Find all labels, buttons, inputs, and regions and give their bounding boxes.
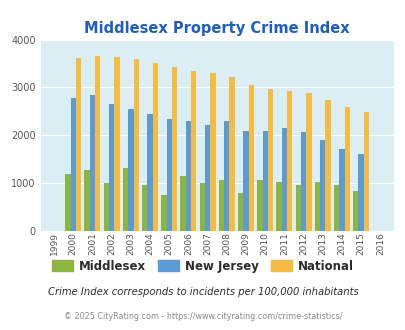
- Bar: [152, 63, 158, 231]
- Bar: [305, 93, 311, 231]
- Bar: [344, 107, 349, 231]
- Bar: [199, 183, 205, 231]
- Bar: [363, 112, 368, 231]
- Bar: [267, 89, 273, 231]
- Bar: [286, 91, 292, 231]
- Bar: [333, 185, 339, 231]
- Bar: [109, 104, 114, 231]
- Bar: [65, 174, 70, 231]
- Bar: [142, 185, 147, 231]
- Bar: [319, 140, 325, 231]
- Bar: [122, 168, 128, 231]
- Bar: [210, 73, 215, 231]
- Bar: [128, 109, 133, 231]
- Bar: [133, 59, 139, 231]
- Bar: [95, 56, 100, 231]
- Bar: [103, 183, 109, 231]
- Bar: [84, 170, 90, 231]
- Bar: [114, 57, 119, 231]
- Bar: [243, 131, 248, 231]
- Bar: [256, 180, 262, 231]
- Bar: [166, 118, 171, 231]
- Bar: [191, 71, 196, 231]
- Bar: [248, 85, 254, 231]
- Bar: [276, 182, 281, 231]
- Title: Middlesex Property Crime Index: Middlesex Property Crime Index: [84, 21, 349, 36]
- Bar: [262, 131, 267, 231]
- Text: Crime Index corresponds to incidents per 100,000 inhabitants: Crime Index corresponds to incidents per…: [47, 287, 358, 297]
- Bar: [229, 78, 234, 231]
- Bar: [147, 114, 152, 231]
- Bar: [205, 125, 210, 231]
- Bar: [339, 149, 344, 231]
- Bar: [224, 121, 229, 231]
- Bar: [171, 67, 177, 231]
- Bar: [358, 154, 363, 231]
- Bar: [218, 180, 224, 231]
- Bar: [325, 100, 330, 231]
- Text: © 2025 CityRating.com - https://www.cityrating.com/crime-statistics/: © 2025 CityRating.com - https://www.city…: [64, 312, 341, 321]
- Bar: [314, 182, 319, 231]
- Bar: [295, 184, 300, 231]
- Bar: [161, 195, 166, 231]
- Bar: [281, 128, 286, 231]
- Bar: [90, 95, 95, 231]
- Bar: [76, 58, 81, 231]
- Bar: [300, 132, 305, 231]
- Bar: [180, 176, 185, 231]
- Bar: [352, 191, 358, 231]
- Bar: [237, 193, 243, 231]
- Legend: Middlesex, New Jersey, National: Middlesex, New Jersey, National: [47, 255, 358, 278]
- Bar: [70, 98, 76, 231]
- Bar: [185, 121, 191, 231]
